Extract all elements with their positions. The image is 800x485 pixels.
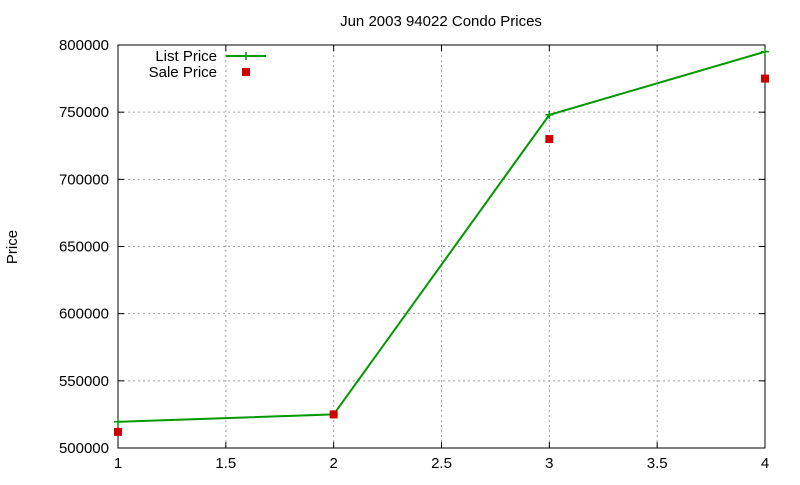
- y-tick-label: 550000: [59, 373, 109, 390]
- sale-price-point: [329, 410, 338, 419]
- list-price-point: [545, 110, 554, 119]
- x-tick-label: 1.5: [215, 455, 236, 472]
- x-tick-label: 3: [545, 455, 553, 472]
- legend-label-list-price: List Price: [155, 48, 217, 65]
- x-tick-label: 4: [761, 455, 769, 472]
- x-tick-label: 1: [114, 455, 122, 472]
- chart-title: Jun 2003 94022 Condo Prices: [340, 13, 542, 30]
- x-tick-label: 3.5: [647, 455, 668, 472]
- y-tick-label: 800000: [59, 37, 109, 54]
- y-tick-label: 700000: [59, 171, 109, 188]
- series-layer: [114, 47, 769, 436]
- y-tick-label: 650000: [59, 239, 109, 256]
- list-price-point: [114, 417, 122, 426]
- y-tick-label: 500000: [59, 440, 109, 457]
- y-tick-label: 600000: [59, 306, 109, 323]
- list-price-point: [761, 47, 769, 56]
- y-axis-label: Price: [4, 230, 21, 264]
- list-price-line: [117, 50, 766, 423]
- y-tick-label: 750000: [59, 104, 109, 121]
- ticks-layer: 1 1.5 2 2.5 3 3.5 4 500000 550000 600000 650000 700…: [59, 37, 769, 472]
- legend-marker-list-price: [242, 52, 250, 60]
- sale-price-point: [114, 427, 122, 436]
- x-tick-label: 2.5: [431, 455, 452, 472]
- sale-price-point: [545, 135, 554, 144]
- legend-label-sale-price: Sale Price: [149, 64, 217, 81]
- x-tick-label: 2: [329, 455, 337, 472]
- sale-price-point: [761, 74, 769, 83]
- legend-marker-sale-price: [242, 68, 250, 76]
- grid-layer: [118, 45, 765, 448]
